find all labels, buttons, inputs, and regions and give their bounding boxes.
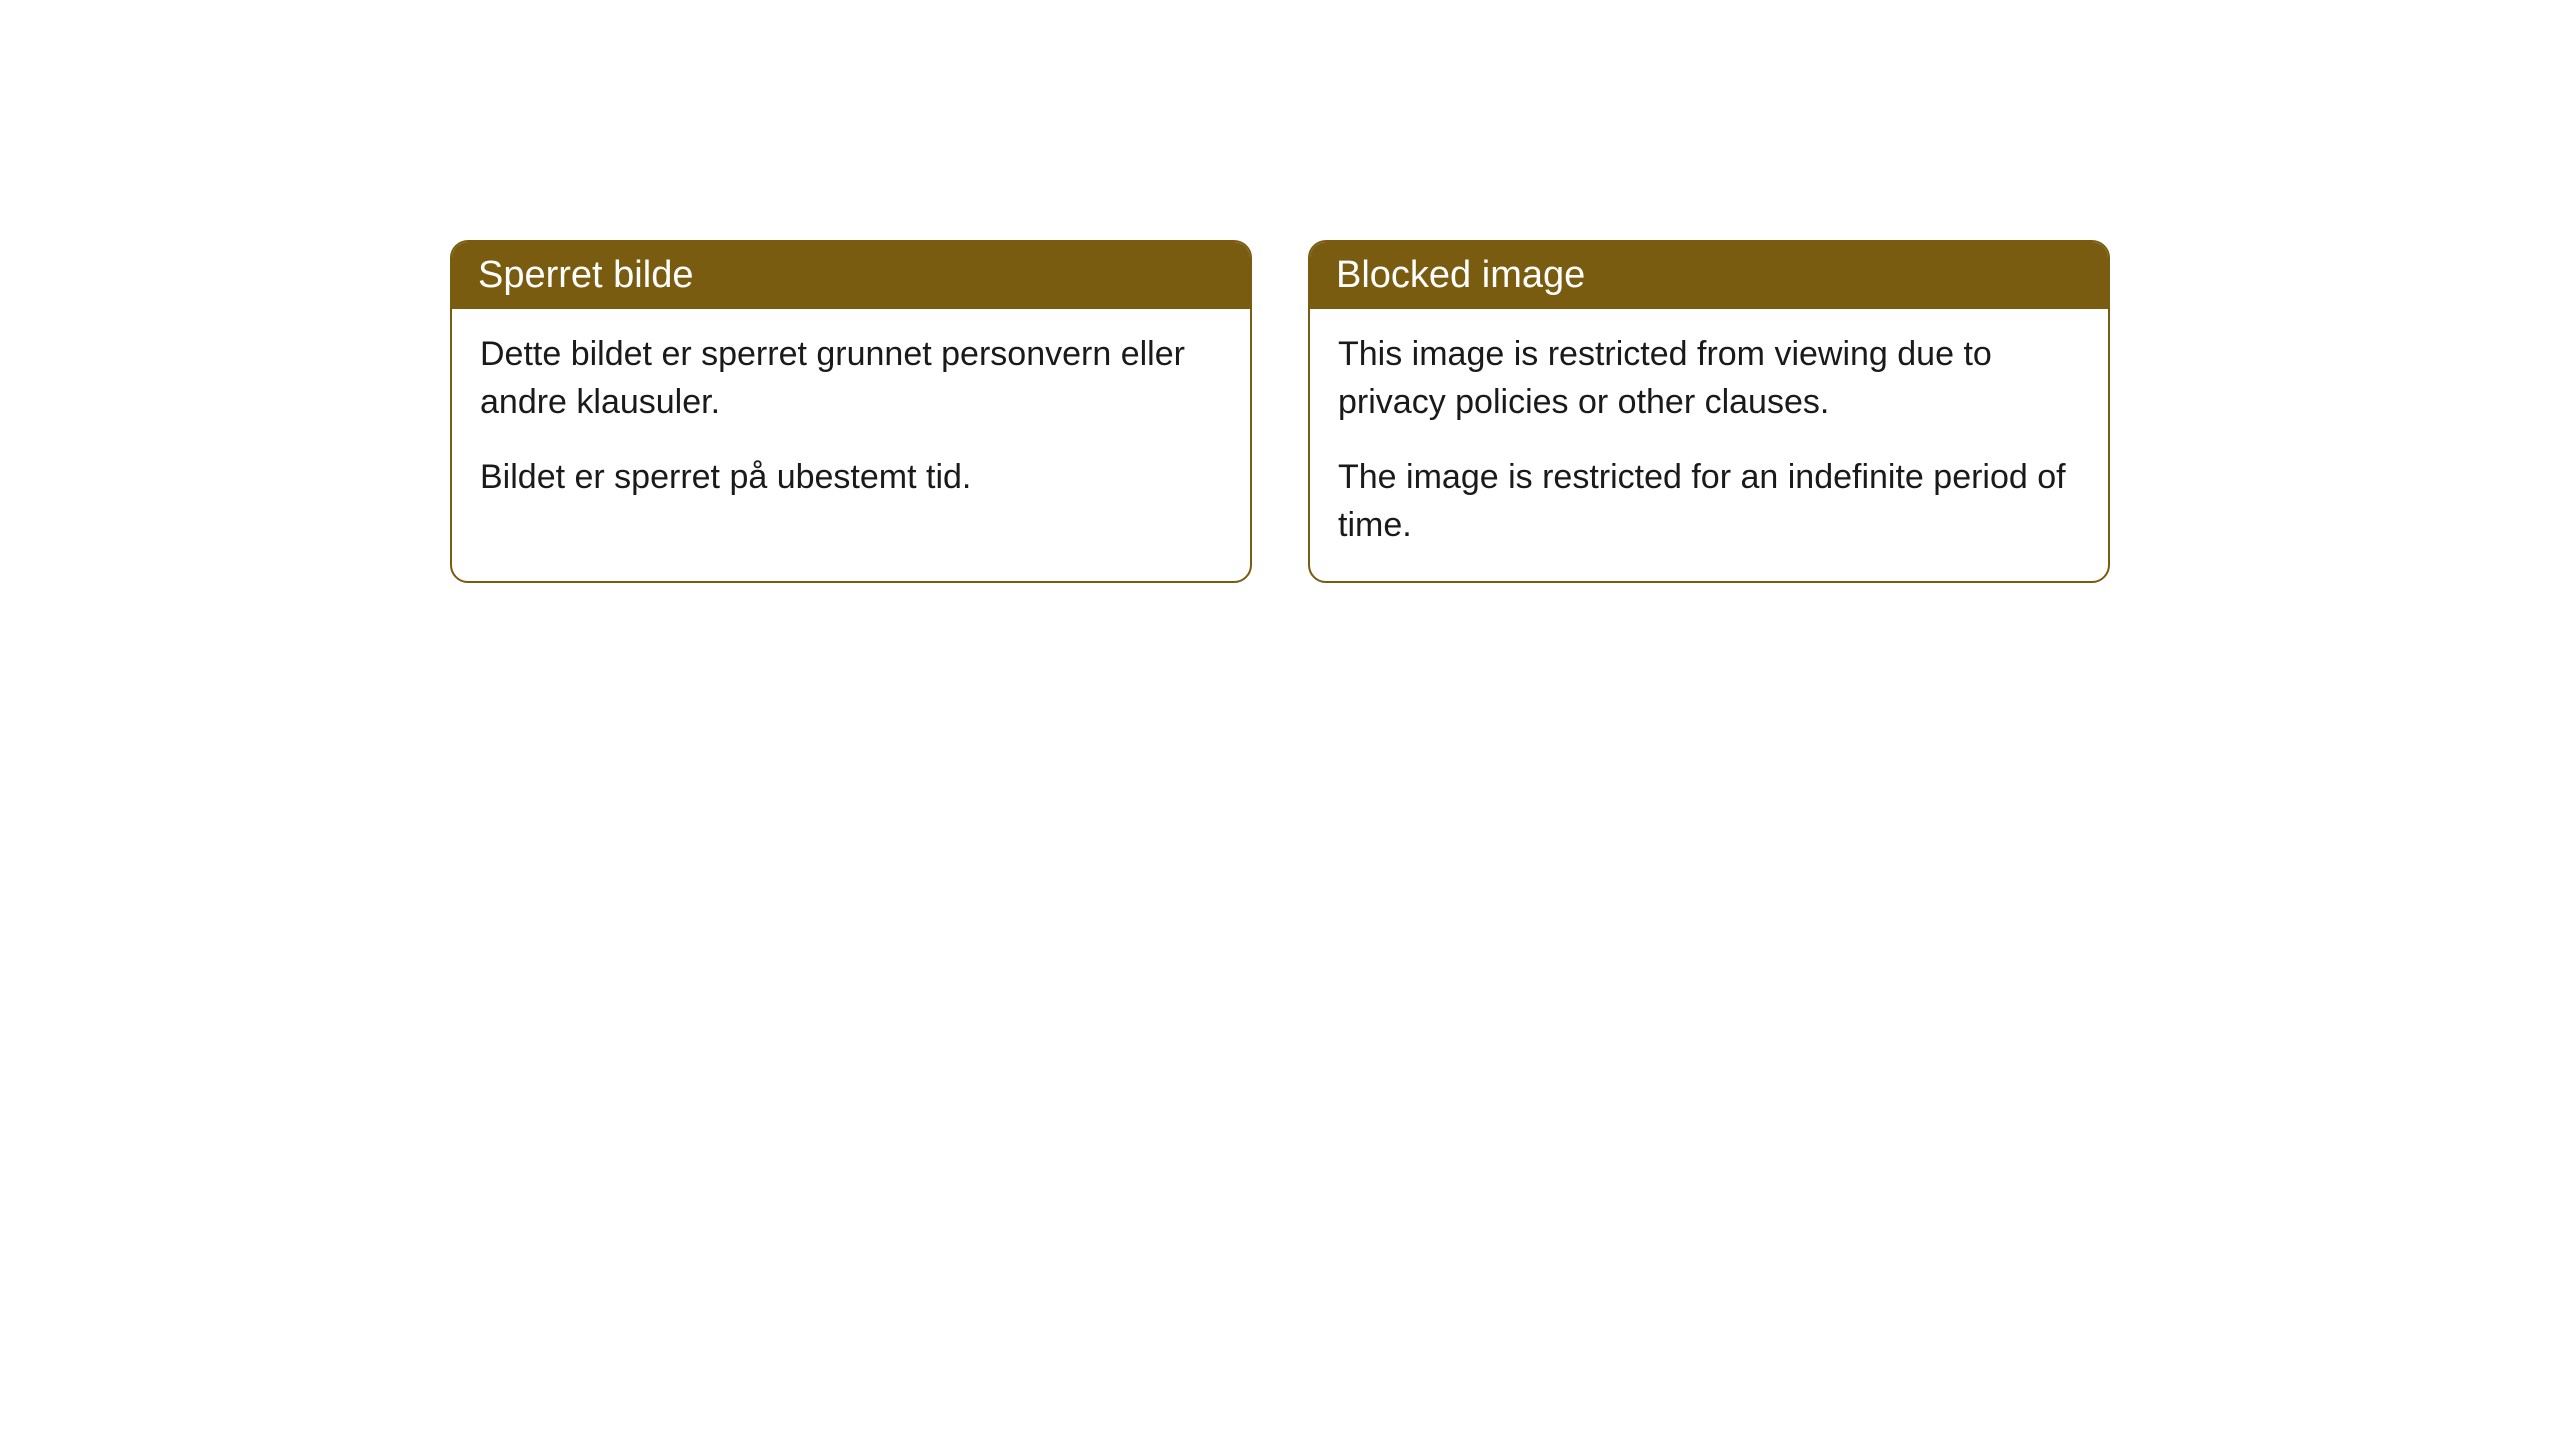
card-header: Sperret bilde	[452, 242, 1250, 309]
card-header: Blocked image	[1310, 242, 2108, 309]
card-paragraph: This image is restricted from viewing du…	[1338, 331, 2080, 426]
notice-cards-container: Sperret bilde Dette bildet er sperret gr…	[450, 240, 2110, 583]
notice-card-norwegian: Sperret bilde Dette bildet er sperret gr…	[450, 240, 1252, 583]
card-paragraph: Bildet er sperret på ubestemt tid.	[480, 454, 1222, 502]
card-paragraph: Dette bildet er sperret grunnet personve…	[480, 331, 1222, 426]
card-paragraph: The image is restricted for an indefinit…	[1338, 454, 2080, 549]
card-body: Dette bildet er sperret grunnet personve…	[452, 309, 1250, 534]
card-body: This image is restricted from viewing du…	[1310, 309, 2108, 581]
notice-card-english: Blocked image This image is restricted f…	[1308, 240, 2110, 583]
